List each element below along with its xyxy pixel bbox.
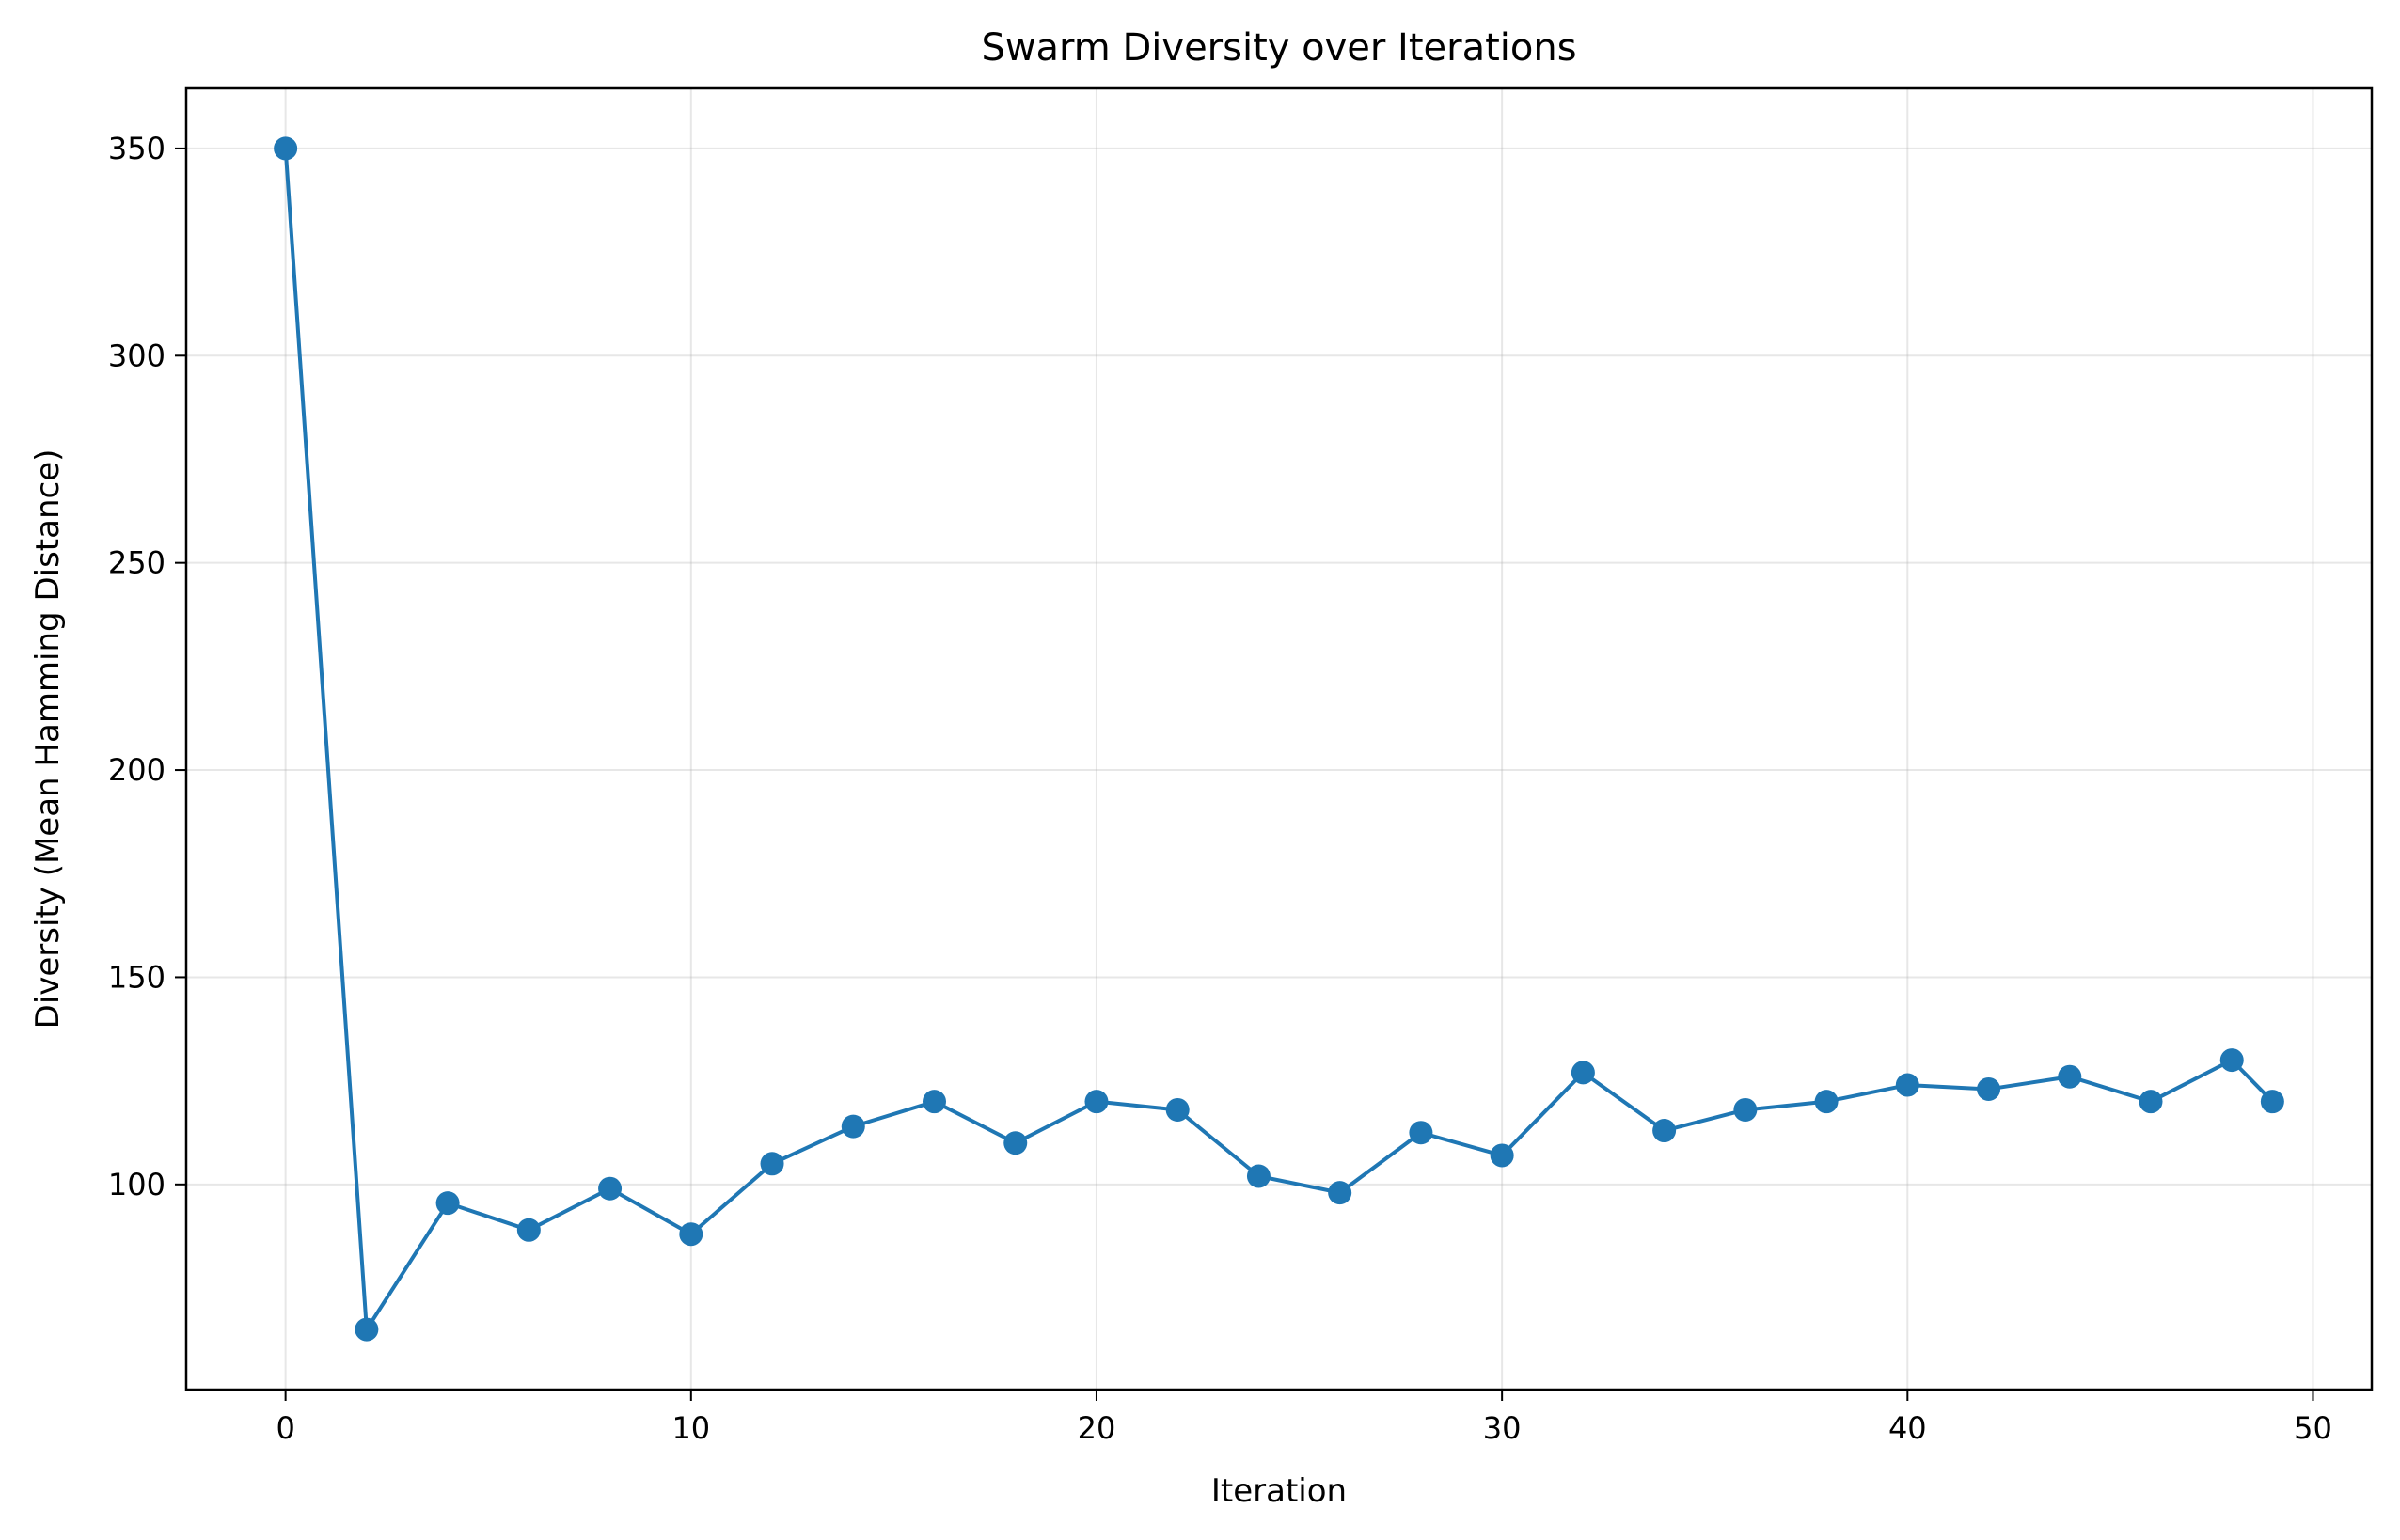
data-point — [1814, 1090, 1839, 1114]
data-point — [1084, 1090, 1109, 1114]
data-point — [1652, 1119, 1677, 1143]
data-point — [760, 1152, 784, 1176]
data-point — [2260, 1090, 2284, 1114]
y-tick-label: 300 — [108, 338, 166, 373]
data-point — [1977, 1076, 2001, 1101]
data-point — [435, 1191, 460, 1216]
data-point — [1409, 1121, 1433, 1145]
data-point — [1895, 1073, 1919, 1097]
axis-ticks: 0 10 20 30 40 50 100 150 200 250 300 350 — [108, 131, 2332, 1446]
data-point — [841, 1114, 865, 1139]
y-axis-label: Diversity (Mean Hamming Distance) — [29, 449, 67, 1029]
data-point — [598, 1176, 623, 1201]
data-point — [516, 1218, 541, 1242]
data-point — [2219, 1048, 2244, 1073]
grid — [186, 88, 2372, 1390]
data-point — [2058, 1064, 2082, 1089]
series-line — [283, 148, 2274, 1332]
y-tick-label: 200 — [108, 752, 166, 788]
y-tick-label: 350 — [108, 131, 166, 166]
data-point — [1490, 1143, 1514, 1168]
data-point — [1003, 1131, 1028, 1155]
series — [274, 136, 2284, 1342]
x-tick-label: 40 — [1888, 1410, 1927, 1446]
x-tick-label: 20 — [1078, 1410, 1116, 1446]
data-point — [1246, 1164, 1271, 1188]
data-point — [1571, 1061, 1595, 1085]
x-tick-label: 50 — [2294, 1410, 2332, 1446]
data-point — [923, 1090, 947, 1114]
data-point — [1165, 1097, 1190, 1122]
data-point — [2139, 1090, 2163, 1114]
x-tick-label: 0 — [276, 1410, 294, 1446]
data-point — [679, 1222, 703, 1247]
data-point — [1328, 1181, 1352, 1205]
data-point — [1733, 1097, 1758, 1122]
x-axis-label: Iteration — [1211, 1472, 1347, 1510]
y-tick-label: 100 — [108, 1167, 166, 1202]
data-point — [274, 136, 298, 161]
x-tick-label: 10 — [671, 1410, 710, 1446]
plot-area-frame — [184, 86, 2374, 1391]
data-point — [355, 1317, 379, 1342]
x-tick-label: 30 — [1483, 1410, 1522, 1446]
y-tick-label: 150 — [108, 959, 166, 995]
y-tick-label: 250 — [108, 545, 166, 581]
chart-title: Swarm Diversity over Iterations — [981, 26, 1576, 70]
